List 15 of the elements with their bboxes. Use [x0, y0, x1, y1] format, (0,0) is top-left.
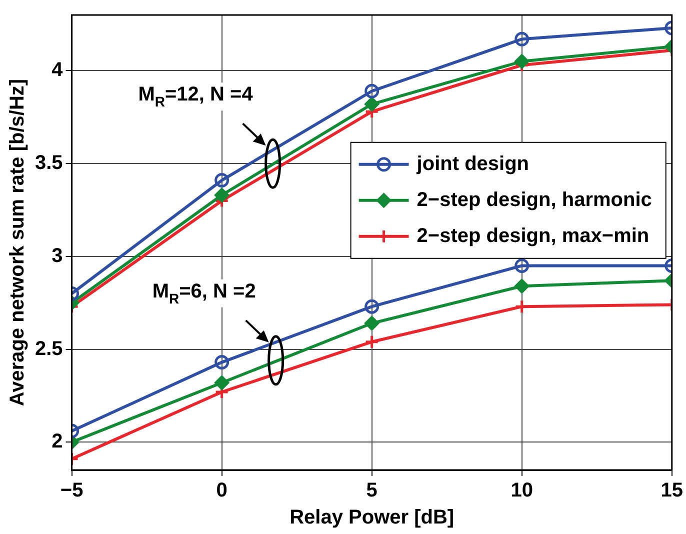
x-tick-label: −5: [60, 480, 84, 502]
y-tick-label: 3: [52, 244, 63, 267]
legend-label: 2−step design, harmonic: [416, 188, 652, 211]
x-tick-label: 0: [216, 480, 228, 502]
x-axis-title: Relay Power [dB]: [290, 506, 454, 529]
x-tick-label: 10: [510, 480, 533, 502]
y-axis-title: Average network sum rate [b/s/Hz]: [6, 78, 29, 406]
x-tick-label: 15: [660, 480, 683, 502]
y-tick-label: 4: [52, 59, 64, 82]
legend-label: 2−step design, max−min: [416, 224, 650, 247]
y-tick-label: 2: [52, 430, 63, 453]
y-tick-label: 2.5: [34, 338, 63, 360]
y-tick-label: 3.5: [34, 152, 63, 174]
x-tick-label: 5: [366, 480, 378, 502]
legend-label: joint design: [416, 152, 530, 175]
